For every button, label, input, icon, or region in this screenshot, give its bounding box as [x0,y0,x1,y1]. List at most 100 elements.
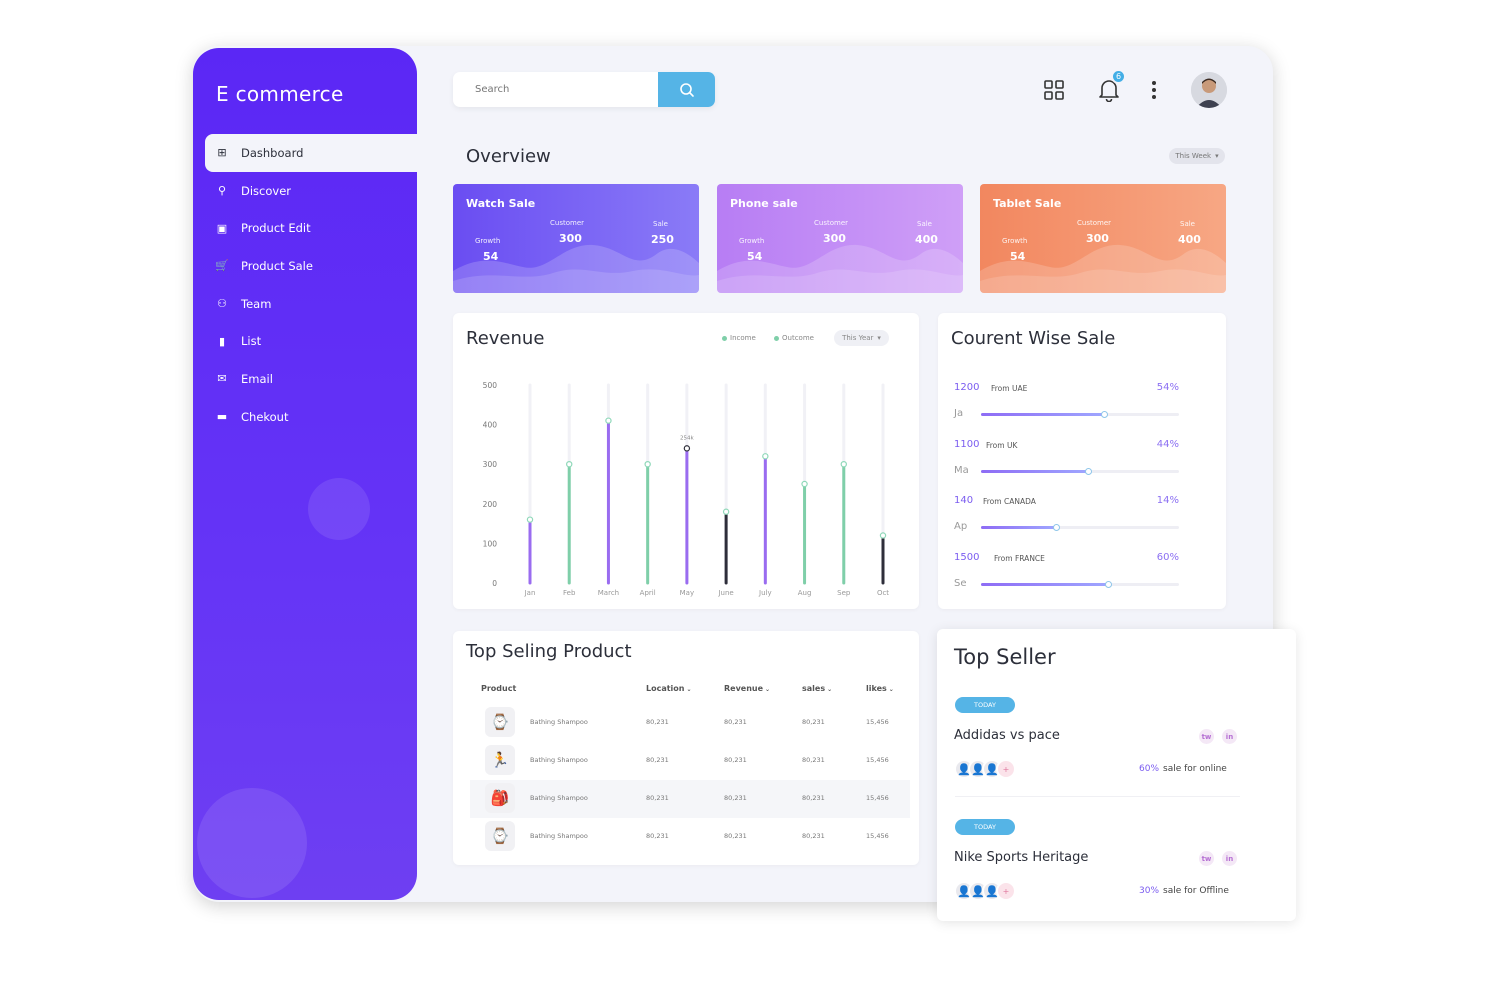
overview-period-label: This Week [1175,152,1212,160]
notification-badge: 6 [1111,69,1126,84]
search-input[interactable] [453,72,658,107]
card-wave [453,244,699,293]
revenue-title: Revenue [466,328,545,349]
stat-card-3[interactable]: Tablet Sale Growth 54 Customer 300 Sale 400 [980,184,1226,293]
growth-label: Growth [1002,237,1028,245]
grid-icon [1044,80,1064,100]
x-tick-label: July [758,589,772,597]
column-header[interactable]: sales ⌄ [802,684,832,693]
revenue-cell: 80,231 [724,832,747,840]
table-row[interactable]: 🎒 Bathing Shampoo 80,231 80,231 80,231 15,456 [470,780,910,818]
y-tick-label: 0 [492,579,497,588]
y-tick-label: 100 [483,539,498,548]
apps-grid-button[interactable] [1043,79,1065,101]
watch-icon: ⌚ [485,821,515,851]
progress-knob[interactable] [1053,524,1060,531]
bar-point [605,417,612,424]
twitter-icon[interactable]: tw [1199,729,1214,744]
customer-label: Customer [814,219,849,227]
search-button[interactable] [658,72,715,107]
seller-sale-percent: 60% [1139,764,1160,774]
x-tick-label: Sep [837,589,851,597]
region-name: From CANADA [983,497,1036,506]
seller-sale-text: sale for online [1163,764,1227,774]
stat-card-2[interactable]: Phone sale Growth 54 Customer 300 Sale 400 [717,184,963,293]
linkedin-icon[interactable]: in [1222,729,1237,744]
sidebar-item-discover[interactable]: ⚲ Discover [193,172,417,210]
overview-period-select[interactable]: This Week ▾ [1169,148,1225,164]
column-header[interactable]: Product [481,684,516,693]
more-options-button[interactable] [1147,79,1161,101]
growth-value: 54 [747,250,763,263]
location-cell: 80,231 [646,718,669,726]
today-tag: TODAY [955,697,1015,713]
column-header-label: Revenue [724,684,764,693]
bar-point [722,508,730,515]
seller-avatars: 👤 👤 👤 + [954,881,1016,901]
location-cell: 80,231 [646,756,669,764]
figure-icon: 🏃 [485,745,515,775]
legend-outcome: Outcome [774,334,814,342]
divider [955,796,1240,797]
region-percent: 60% [1156,552,1179,563]
column-header-label: Product [481,684,517,693]
progress-knob[interactable] [1105,581,1112,588]
growth-label: Growth [739,237,765,245]
sale-label: Sale [653,220,668,228]
y-tick-label: 400 [483,421,498,430]
sidebar-item-product-sale[interactable]: 🛒 Product Sale [193,247,417,285]
user-avatar[interactable] [1191,72,1227,108]
sidebar-item-chekout[interactable]: ▬ Chekout [193,398,417,436]
month-abbr: Ja [954,408,964,419]
decorative-circle [308,478,370,540]
card-icon: ▬ [216,410,228,424]
sales-cell: 80,231 [802,756,825,764]
stat-card-1[interactable]: Watch Sale Growth 54 Customer 300 Sale 250 [453,184,699,293]
progress-knob[interactable] [1101,411,1108,418]
sale-value: 400 [1178,233,1201,246]
sidebar-item-dashboard[interactable]: ⊞ Dashboard [205,134,417,172]
column-header[interactable]: likes ⌄ [866,684,894,693]
twitter-icon[interactable]: tw [1199,851,1214,866]
revenue-cell: 80,231 [724,756,747,764]
seller-sale-info: 30% sale for Offline [1139,886,1229,896]
seller-sale-percent: 30% [1139,886,1160,896]
month-abbr: Ap [954,521,968,532]
sidebar-item-team[interactable]: ⚇ Team [193,285,417,323]
more-avatars-icon[interactable]: + [996,881,1016,901]
more-avatars-icon[interactable]: + [996,759,1016,779]
column-header[interactable]: Location ⌄ [646,684,692,693]
seller-sale-info: 60% sale for online [1139,764,1227,774]
sidebar-item-product-edit[interactable]: ▣ Product Edit [193,209,417,247]
column-header[interactable]: Revenue ⌄ [724,684,770,693]
sort-chevron-icon: ⌄ [686,686,692,693]
peak-data-label: 254k [680,435,694,441]
table-row[interactable]: 🏃 Bathing Shampoo 80,231 80,231 80,231 15,456 [470,742,910,780]
backpack-icon: 🎒 [485,783,515,813]
legend-income: Income [722,334,756,342]
card-wave [980,244,1226,293]
income-dot-icon [722,335,727,341]
table-row[interactable]: ⌚ Bathing Shampoo 80,231 80,231 80,231 15,456 [470,704,910,742]
bar-point [879,532,887,539]
sidebar-item-list[interactable]: ▮ List [193,322,417,360]
growth-label: Growth [475,237,501,245]
bar-point [762,453,769,460]
top-selling-title: Top Seling Product [466,641,632,662]
region-name: From UK [986,441,1018,450]
bar-point [801,480,808,488]
outcome-dot-icon [774,335,779,341]
sidebar-item-email[interactable]: ✉ Email [193,360,417,398]
top-selling-panel [453,631,919,865]
progress-fill [981,583,1108,586]
bar-point [566,460,573,468]
customer-label: Customer [1077,219,1112,227]
linkedin-icon[interactable]: in [1222,851,1237,866]
progress-fill [981,470,1088,473]
notifications-button[interactable] [1097,77,1121,103]
sale-value: 250 [651,233,674,246]
progress-knob[interactable] [1085,468,1092,475]
overview-title: Overview [466,146,551,167]
table-row[interactable]: ⌚ Bathing Shampoo 80,231 80,231 80,231 15,456 [470,818,910,856]
revenue-period-select[interactable]: This Year ▾ [834,330,889,346]
